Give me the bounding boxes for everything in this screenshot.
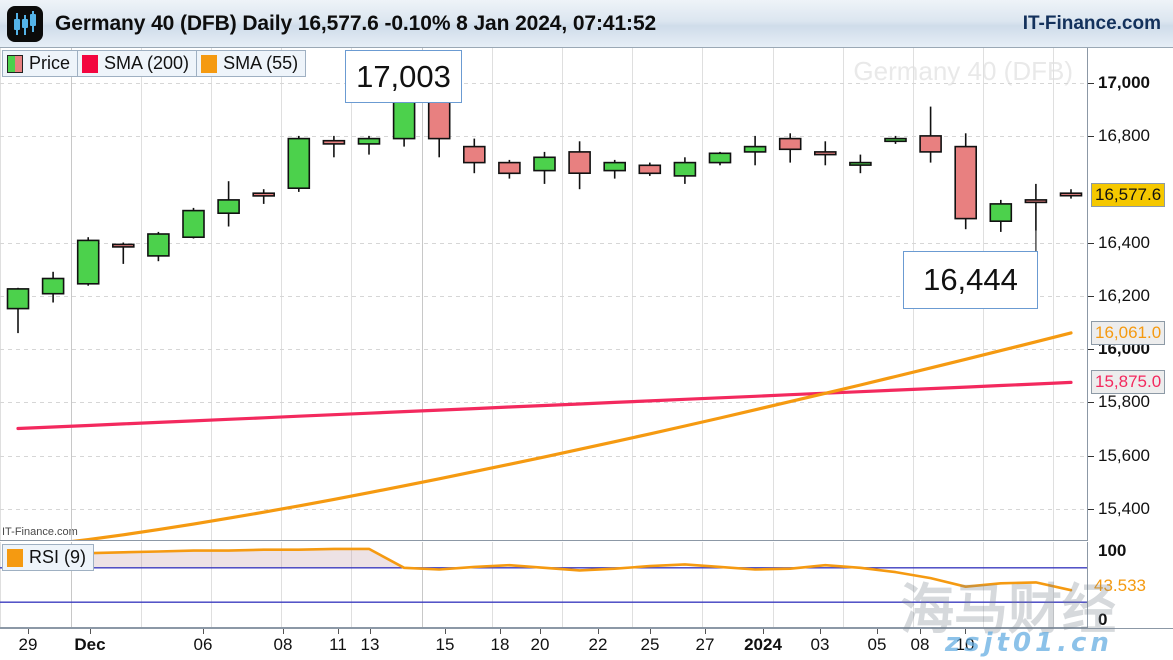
rsi-swatch-icon: [7, 548, 23, 567]
rsi-series-svg: [0, 547, 1087, 603]
legend-item-price[interactable]: Price: [3, 51, 79, 76]
price-axis[interactable]: 17,000 16,800 16,400 16,200 16,000 15,800 15,6…: [1088, 48, 1173, 541]
price-pane[interactable]: Germany 40 (DFB) IT-Finance.com Price SM…: [0, 48, 1088, 541]
time-axis-label: 18: [490, 635, 510, 654]
candlestick-icon: [7, 5, 43, 42]
title-bar: Germany 40 (DFB) Daily 16,577.6 -0.10% 8…: [0, 0, 1173, 48]
legend-item-sma55[interactable]: SMA (55): [197, 51, 306, 76]
rsi-legend[interactable]: RSI (9): [2, 544, 95, 571]
time-axis-label: 27: [695, 635, 715, 654]
time-axis-label: 15: [435, 635, 455, 654]
time-axis-label: Dec: [74, 635, 106, 654]
time-axis-label: 29: [18, 635, 38, 654]
legend-item-sma200[interactable]: SMA (200): [78, 51, 198, 76]
time-axis[interactable]: 29 Dec 06 08 11 13 15 18 20 22 25 27 2024 03 05 08 10: [0, 628, 1173, 660]
rsi-axis-label-top: 100: [1098, 541, 1127, 560]
price-axis-label: 15,600: [1098, 445, 1150, 465]
sma200-badge[interactable]: 15,875.0: [1091, 370, 1166, 395]
time-axis-label: 03: [810, 635, 830, 654]
chart-container: Germany 40 (DFB) IT-Finance.com Price SM…: [0, 48, 1173, 660]
time-axis-label: 08: [273, 635, 293, 654]
price-swatch-icon: [7, 54, 23, 73]
time-axis-label: 11: [329, 635, 347, 654]
time-axis-label: 10: [955, 635, 975, 654]
price-axis-label: 15,800: [1098, 392, 1150, 412]
time-axis-label: 20: [530, 635, 550, 654]
sma55-swatch-icon: [201, 54, 218, 73]
price-series-svg: [6, 81, 1083, 540]
price-axis-label: 16,200: [1098, 285, 1150, 305]
price-axis-label: 17,000: [1098, 72, 1150, 92]
legend-label-sma55: SMA (55): [223, 53, 299, 73]
legend-label-sma200: SMA (200): [104, 53, 190, 73]
price-axis-label: 16,400: [1098, 232, 1150, 252]
rsi-pane[interactable]: RSI (9): [0, 542, 1088, 628]
sma200-swatch-icon: [82, 54, 99, 73]
sma55-badge[interactable]: 16,061.0: [1091, 320, 1166, 345]
last-price-badge[interactable]: 16,577.6: [1091, 183, 1166, 208]
time-axis-label: 05: [867, 635, 887, 654]
price-axis-label: 15,400: [1098, 499, 1150, 518]
time-axis-label: 13: [360, 635, 380, 654]
rsi-axis[interactable]: 100 0 43.533: [1088, 541, 1173, 629]
low-callout[interactable]: 16,444: [903, 251, 1038, 309]
rsi-axis-label-bottom: 0: [1098, 610, 1108, 629]
legend-item-rsi[interactable]: RSI (9): [3, 545, 94, 570]
price-legend[interactable]: Price SMA (200) SMA (55): [2, 50, 307, 77]
rsi-value-badge[interactable]: 43.533: [1094, 576, 1146, 595]
time-axis-label: 06: [193, 635, 213, 654]
price-axis-label: 16,800: [1098, 125, 1150, 145]
legend-label-rsi: RSI (9): [29, 547, 87, 567]
brand-label: IT-Finance.com: [1022, 12, 1161, 34]
high-callout[interactable]: 17,003: [345, 50, 462, 103]
legend-label-price: Price: [29, 53, 71, 73]
time-axis-label: 22: [588, 635, 608, 654]
time-axis-label: 2024: [744, 635, 782, 654]
time-axis-label: 25: [640, 635, 660, 654]
time-axis-label: 08: [910, 635, 930, 654]
page-title: Germany 40 (DFB) Daily 16,577.6 -0.10% 8…: [55, 11, 657, 35]
